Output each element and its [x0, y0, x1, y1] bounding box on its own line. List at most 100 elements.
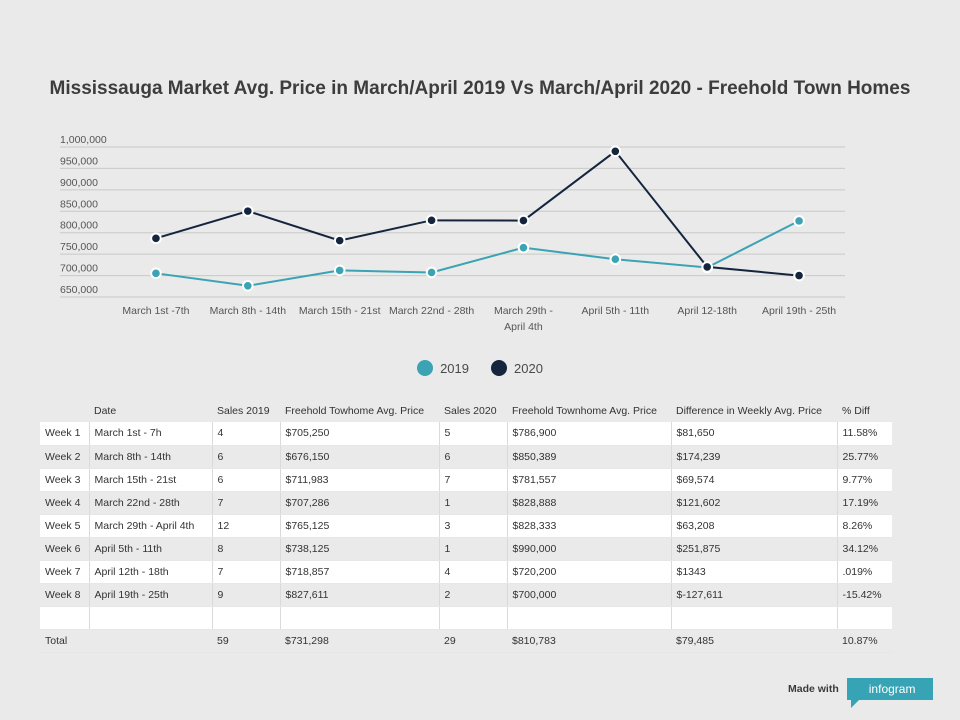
table-cell: 7: [212, 560, 281, 584]
table-cell: Week 2: [40, 445, 90, 469]
table-row: Week 2 March 8th - 14th 6 $676,150 6 $850,389…: [40, 445, 892, 469]
table-cell: $700,000: [507, 583, 672, 607]
data-point-2020[interactable]: [793, 269, 805, 282]
table-cell: Week 7: [40, 560, 90, 584]
table-cell: 11.58%: [837, 422, 892, 446]
data-point-2019[interactable]: [517, 241, 530, 254]
x-tick-label: April 5th - 11th: [582, 305, 650, 317]
table-row: [40, 606, 892, 630]
y-tick-label: 850,000: [60, 198, 98, 210]
table-cell: 8: [212, 537, 281, 561]
table-cell: 6: [212, 445, 281, 469]
table-body: Week 1 March 1st - 7h 4 $705,250 5 $786,900 $8…: [40, 422, 892, 653]
x-tick-label-line: April 12-18th: [677, 305, 737, 317]
table-cell: 59: [212, 629, 280, 653]
table-cell: 4: [439, 560, 508, 584]
data-point-2019[interactable]: [609, 253, 622, 266]
table-cell: $251,875: [671, 537, 838, 561]
chart-title: Mississauga Market Avg. Price in March/A…: [49, 78, 911, 99]
table-cell: March 15th - 21st: [89, 468, 213, 492]
header-date: Date: [94, 405, 117, 417]
table-cell: April 5th - 11th: [89, 537, 213, 561]
x-tick-label: March 22nd - 28th: [389, 305, 474, 317]
data-point-2020[interactable]: [517, 214, 530, 227]
table-cell: $81,650: [671, 422, 838, 446]
made-with-badge[interactable]: Made with infogram: [788, 678, 933, 708]
chart-grid: [60, 146, 845, 298]
data-point-2019[interactable]: [242, 279, 254, 292]
data-point-2019[interactable]: [150, 267, 162, 280]
table-header: Date Sales 2019 Freehold Towhome Avg. Pr…: [40, 400, 892, 422]
data-point-2020[interactable]: [333, 234, 346, 247]
y-tick-label: 800,000: [60, 220, 98, 232]
table-cell: $810,783: [507, 629, 671, 653]
y-tick-label: 900,000: [60, 177, 98, 189]
x-tick-label: March 8th - 14th: [210, 305, 287, 317]
table-cell: $990,000: [507, 537, 672, 561]
header-percent-diff: % Diff: [842, 405, 870, 417]
data-point-2019[interactable]: [425, 266, 438, 279]
y-tick-label: 750,000: [60, 241, 98, 253]
data-point-2020[interactable]: [609, 145, 622, 158]
table-cell: $828,333: [507, 514, 672, 538]
table-cell: 6: [212, 468, 281, 492]
legend-swatch-2020: [491, 360, 507, 376]
data-point-2020[interactable]: [701, 261, 713, 273]
data-point-2020[interactable]: [242, 205, 254, 217]
table-cell: $79,485: [671, 629, 837, 653]
infogram-logo[interactable]: infogram: [846, 678, 933, 708]
table-cell: $1343: [671, 560, 838, 584]
table-total-row: Total 59 $731,298 29 $810,783 $79,485 10.87%: [40, 629, 892, 653]
table-cell: Week 8: [40, 583, 90, 607]
table-cell: $711,983: [280, 468, 440, 492]
data-point-2020[interactable]: [425, 214, 438, 227]
table-cell: $850,389: [507, 445, 672, 469]
x-tick-label: April 19th - 25th: [762, 305, 836, 317]
x-tick-label: March 29th - April 4th: [494, 305, 553, 333]
table-cell: -15.42%: [837, 583, 892, 607]
series-line-2019: [155, 219, 800, 287]
series-points: [150, 145, 805, 292]
table-cell: March 29th - April 4th: [89, 514, 213, 538]
made-with-label: Made with: [788, 683, 839, 695]
data-point-2019[interactable]: [793, 215, 805, 227]
legend-item-2020[interactable]: 2020: [491, 360, 543, 376]
table-cell: $63,208: [671, 514, 838, 538]
table-cell: [280, 606, 440, 630]
x-tick-label-line: April 4th: [504, 321, 543, 333]
table-cell: 1: [439, 537, 508, 561]
legend-item-2019[interactable]: 2019: [417, 360, 469, 376]
table-cell: $707,286: [280, 491, 440, 515]
table-cell: 8.26%: [837, 514, 892, 538]
table-cell: Week 6: [40, 537, 90, 561]
x-tick-label-line: March 1st -7th: [122, 305, 189, 317]
x-tick-label-line: March 22nd - 28th: [389, 305, 474, 317]
table-cell: $676,150: [280, 445, 440, 469]
table-cell: [40, 606, 90, 630]
table-cell: 6: [439, 445, 508, 469]
x-tick-label-line: April 5th - 11th: [582, 305, 650, 317]
table-cell: $69,574: [671, 468, 838, 492]
x-tick-label: March 1st -7th: [122, 305, 189, 317]
x-tick-label-line: April 19th - 25th: [762, 305, 836, 317]
header-difference: Difference in Weekly Avg. Price: [676, 405, 822, 417]
data-point-2019[interactable]: [333, 264, 346, 277]
header-week: [40, 400, 89, 422]
table-row: Week 5 March 29th - April 4th 12 $765,125 3 $…: [40, 514, 892, 538]
table-cell: 7: [439, 468, 508, 492]
table-cell: March 8th - 14th: [89, 445, 213, 469]
table-cell: $786,900: [507, 422, 672, 446]
y-tick-label: 950,000: [60, 155, 98, 167]
table-cell: 9: [212, 583, 281, 607]
table-cell: 34.12%: [837, 537, 892, 561]
table-cell: 4: [212, 422, 281, 446]
table-cell: $720,200: [507, 560, 672, 584]
line-chart: 1,000,000 950,000 900,000 850,000 800,000 750…: [60, 134, 845, 333]
data-point-2020[interactable]: [150, 232, 162, 245]
table-row: Week 7 April 12th - 18th 7 $718,857 4 $720,20…: [40, 560, 892, 584]
table-row: Week 3 March 15th - 21st 6 $711,983 7 $781,55…: [40, 468, 892, 492]
table-cell: $121,602: [671, 491, 838, 515]
y-tick-label: 650,000: [60, 284, 98, 296]
table-cell: 5: [439, 422, 508, 446]
table-cell: 17.19%: [837, 491, 892, 515]
